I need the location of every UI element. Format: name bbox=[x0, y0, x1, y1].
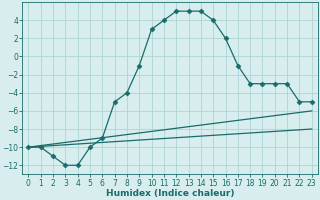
X-axis label: Humidex (Indice chaleur): Humidex (Indice chaleur) bbox=[106, 189, 234, 198]
